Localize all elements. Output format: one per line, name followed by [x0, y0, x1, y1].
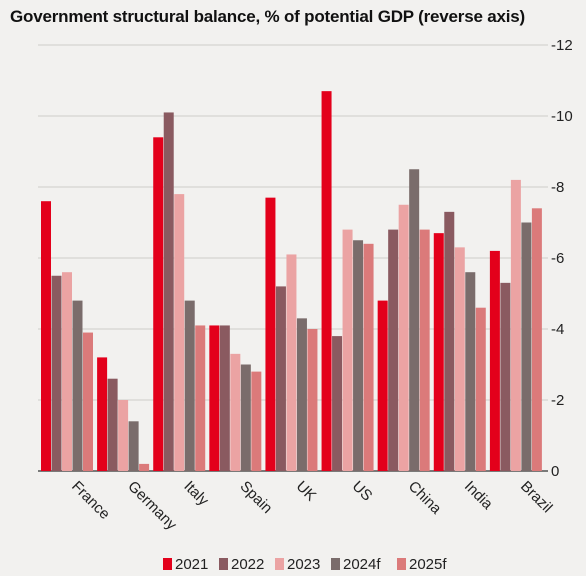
bar-uk-2024f [296, 318, 307, 471]
bar-brazil-2025f [531, 208, 542, 472]
bar-germany-2022 [107, 378, 118, 471]
bar-spain-2024f [240, 364, 251, 471]
bar-uk-2023 [286, 254, 297, 471]
bar-us-2025f [363, 243, 374, 471]
bar-brazil-2023 [510, 179, 521, 471]
x-tick-label-spain: Spain [237, 478, 276, 517]
y-tick-label: -2 [551, 392, 564, 409]
bar-italy-2022 [163, 112, 174, 471]
bar-germany-2021 [97, 357, 108, 471]
category-labels: France Germany Italy Spain UK US China India Bra… [68, 478, 555, 534]
bar-china-2025f [419, 229, 430, 471]
y-axis: -12 -10 -8 -6 -4 -2 0 [551, 37, 573, 480]
bar-spain-2023 [230, 353, 241, 471]
bar-china-2024f [409, 169, 420, 471]
legend-swatch-2022 [219, 558, 228, 570]
legend-swatch-2025f [397, 558, 406, 570]
y-tick-label: -10 [551, 108, 573, 125]
bar-brazil-2021 [489, 250, 500, 471]
y-tick-label: -8 [551, 179, 564, 196]
bar-italy-2023 [174, 194, 185, 471]
bar-france-2023 [62, 272, 72, 471]
bar-germany-2024f [128, 421, 139, 471]
bar-uk-2021 [265, 197, 276, 471]
bar-brazil-2022 [500, 282, 511, 471]
bar-italy-2021 [153, 137, 164, 472]
bar-italy-2025f [195, 325, 206, 471]
legend-label-2022: 2022 [231, 556, 264, 573]
legend-label-2023: 2023 [287, 556, 320, 573]
y-tick-label: -12 [551, 37, 573, 54]
legend-label-2025f: 2025f [409, 556, 447, 573]
bar-china-2023 [398, 204, 409, 471]
x-tick-label-uk: UK [293, 478, 320, 505]
bar-india-2025f [475, 307, 486, 471]
legend-swatch-2023 [275, 558, 284, 570]
x-tick-label-brazil: Brazil [517, 478, 556, 517]
bar-india-2024f [465, 272, 476, 471]
x-tick-label-china: China [405, 478, 445, 518]
bar-france-2025f [83, 332, 93, 471]
x-tick-label-italy: Italy [180, 478, 212, 510]
bar-italy-2024f [184, 300, 195, 471]
bar-us-2021 [321, 91, 332, 472]
y-tick-label: -4 [551, 321, 564, 338]
bar-france-2022 [51, 275, 62, 471]
bar-uk-2022 [275, 286, 286, 471]
legend-swatch-2024f [331, 558, 340, 570]
x-tick-label-germany: Germany [124, 478, 180, 534]
x-tick-label-india: India [461, 478, 496, 513]
bar-germany-2025f [139, 463, 150, 471]
legend-label-2021: 2021 [175, 556, 208, 573]
bar-spain-2025f [251, 371, 262, 471]
bar-germany-2023 [118, 400, 129, 471]
bar-us-2022 [332, 336, 343, 471]
bar-brazil-2024f [521, 222, 532, 471]
bar-uk-2025f [307, 329, 318, 471]
bar-france-2024f [72, 300, 83, 471]
bar-india-2023 [454, 247, 465, 471]
bar-china-2021 [377, 300, 388, 471]
bar-france-2021 [41, 201, 51, 471]
legend-label-2024f: 2024f [343, 556, 381, 573]
legend-swatch-2021 [163, 558, 172, 570]
bar-spain-2021 [209, 325, 220, 471]
bar-china-2022 [388, 229, 399, 471]
bar-us-2024f [353, 240, 364, 471]
y-tick-label: 0 [551, 463, 559, 480]
chart-title: Government structural balance, % of pote… [10, 7, 525, 26]
bars [41, 91, 542, 472]
bar-india-2021 [433, 233, 444, 471]
legend: 2021 2022 2023 2024f 2025f [163, 556, 447, 573]
x-tick-label-us: US [349, 478, 376, 505]
bar-us-2023 [342, 229, 353, 471]
bar-india-2022 [444, 211, 455, 471]
x-tick-label-france: France [68, 478, 113, 523]
y-tick-label: -6 [551, 250, 564, 267]
bar-spain-2022 [219, 325, 230, 471]
